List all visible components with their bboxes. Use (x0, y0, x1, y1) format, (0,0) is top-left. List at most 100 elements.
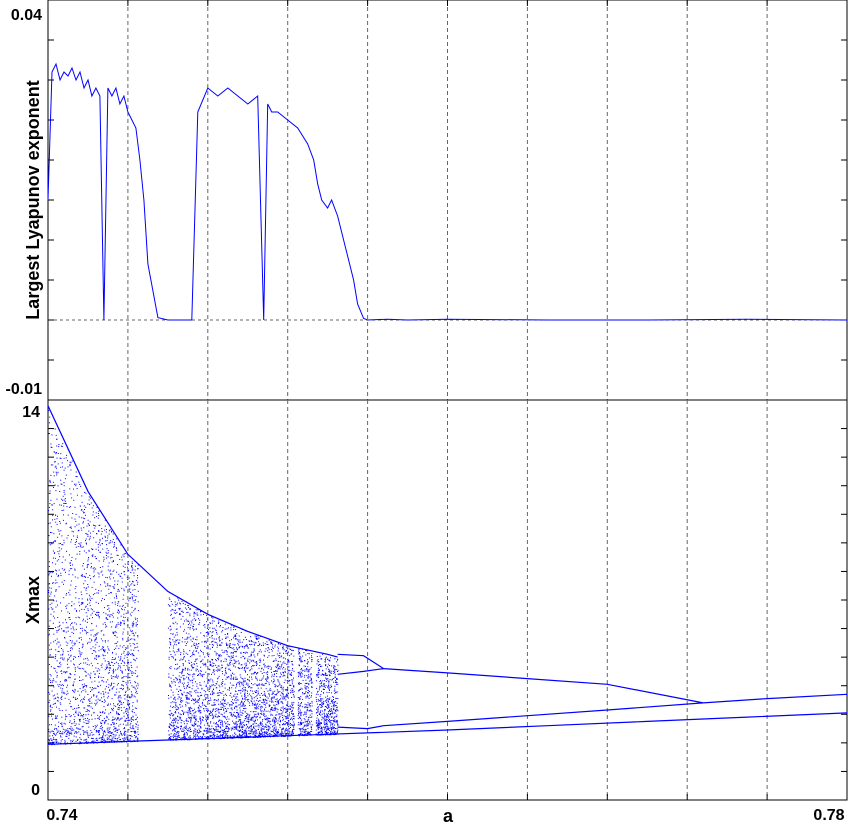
attractor-point (181, 659, 183, 661)
attractor-point (85, 658, 87, 660)
attractor-point (121, 734, 123, 736)
attractor-point (114, 584, 116, 586)
attractor-point (124, 727, 126, 729)
attractor-point (172, 639, 174, 641)
attractor-point (301, 673, 303, 675)
attractor-point (53, 611, 55, 613)
attractor-point (337, 659, 338, 661)
attractor-point (246, 698, 248, 700)
attractor-point (263, 663, 265, 665)
attractor-point (209, 643, 211, 645)
attractor-point (268, 704, 270, 706)
attractor-point (274, 671, 276, 672)
attractor-point (231, 696, 233, 698)
attractor-point (291, 660, 293, 662)
attractor-point (277, 650, 279, 652)
attractor-point (234, 693, 236, 695)
attractor-point (57, 551, 59, 553)
attractor-point (74, 568, 76, 570)
attractor-point (71, 648, 73, 650)
attractor-point (301, 724, 302, 725)
attractor-point (209, 710, 211, 712)
attractor-point (281, 692, 282, 694)
attractor-point (86, 593, 88, 595)
attractor-point (122, 604, 124, 606)
attractor-point (289, 715, 291, 717)
attractor-point (190, 669, 192, 671)
attractor-point (254, 707, 256, 708)
attractor-point (92, 554, 94, 556)
attractor-point (200, 719, 202, 721)
attractor-point (219, 686, 221, 688)
attractor-point (224, 674, 226, 676)
attractor-point (221, 724, 223, 726)
attractor-point (78, 723, 80, 725)
attractor-point (307, 687, 309, 689)
attractor-point (298, 704, 300, 706)
attractor-point (329, 698, 330, 700)
attractor-point (131, 606, 133, 608)
attractor-point (129, 735, 131, 736)
attractor-point (226, 732, 228, 734)
attractor-point (217, 724, 219, 726)
attractor-point (60, 572, 62, 574)
attractor-point (272, 644, 274, 646)
attractor-point (218, 703, 220, 705)
attractor-point (329, 659, 331, 661)
attractor-point (290, 653, 292, 655)
attractor-point (275, 714, 277, 716)
attractor-point (63, 482, 65, 484)
attractor-point (91, 554, 93, 556)
attractor-point (133, 632, 134, 634)
attractor-point (122, 646, 124, 648)
attractor-point (64, 730, 66, 732)
attractor-point (131, 711, 133, 713)
attractor-point (240, 714, 242, 716)
attractor-point (89, 521, 91, 523)
attractor-point (268, 719, 270, 721)
attractor-point (298, 707, 299, 709)
attractor-point (130, 615, 132, 617)
attractor-point (108, 735, 110, 737)
attractor-point (263, 735, 265, 737)
attractor-point (304, 719, 306, 721)
attractor-point (244, 729, 246, 731)
attractor-point (64, 679, 66, 681)
attractor-point (193, 716, 195, 718)
attractor-point (120, 732, 122, 734)
attractor-point (105, 720, 107, 722)
attractor-point (223, 708, 224, 710)
attractor-point (93, 537, 95, 539)
attractor-point (321, 681, 323, 683)
attractor-point (283, 661, 285, 663)
attractor-point (253, 641, 255, 643)
attractor-point (220, 730, 222, 732)
attractor-point (275, 709, 276, 711)
attractor-point (259, 697, 261, 699)
attractor-point (90, 532, 91, 534)
attractor-point (324, 672, 326, 674)
attractor-point (276, 676, 278, 677)
attractor-point (185, 698, 187, 700)
attractor-point (102, 732, 104, 734)
attractor-point (266, 676, 268, 678)
attractor-point (95, 512, 97, 514)
attractor-point (181, 682, 183, 684)
attractor-point (260, 670, 262, 672)
attractor-point (186, 733, 188, 735)
attractor-point (81, 639, 82, 641)
attractor-point (127, 713, 129, 715)
attractor-point (58, 530, 60, 532)
attractor-point (323, 683, 325, 685)
attractor-point (220, 722, 222, 723)
attractor-point (274, 646, 276, 648)
attractor-point (211, 632, 213, 634)
attractor-point (86, 565, 88, 567)
attractor-point (200, 721, 202, 723)
attractor-point (334, 685, 336, 687)
attractor-point (242, 705, 244, 707)
attractor-point (74, 518, 76, 520)
attractor-point (54, 703, 56, 705)
attractor-point (213, 733, 215, 735)
attractor-point (49, 705, 51, 707)
